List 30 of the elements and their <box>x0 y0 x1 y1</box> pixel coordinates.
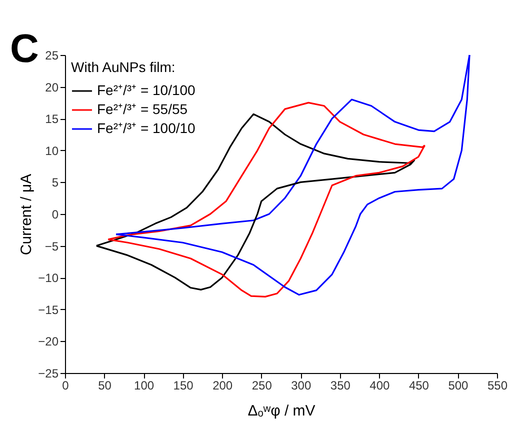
x-axis-title: Δₒʷφ / mV <box>248 402 316 420</box>
y-tick-label: −5 <box>44 239 59 254</box>
legend-label: Fe²⁺/³⁺ = 10/100 <box>97 82 196 98</box>
y-tick-label: −20 <box>38 334 59 349</box>
x-tick-label: 450 <box>408 378 430 392</box>
x-tick-label: 350 <box>330 378 351 392</box>
y-tick-label: 10 <box>45 144 59 158</box>
x-tick-label: 0 <box>62 378 70 392</box>
y-tick-label: 5 <box>52 176 59 190</box>
y-tick-label: −10 <box>38 271 59 286</box>
legend-title: With AuNPs film: <box>71 59 176 75</box>
x-tick-label: 550 <box>487 378 508 392</box>
x-tick-label: 500 <box>448 378 469 392</box>
y-tick-label: 15 <box>45 112 59 126</box>
y-tick-label: 20 <box>45 80 59 94</box>
legend-label: Fe²⁺/³⁺ = 55/55 <box>97 101 188 117</box>
x-tick-label: 200 <box>212 378 233 392</box>
x-tick-label: 150 <box>173 378 194 392</box>
x-tick-label: 250 <box>252 378 272 392</box>
text: C <box>10 27 39 71</box>
y-tick-label: −15 <box>38 302 59 317</box>
y-axis-title: Current / μA <box>18 174 36 256</box>
x-tick-label: 50 <box>98 378 112 392</box>
x-tick-label: 400 <box>370 378 390 392</box>
y-tick-label: 25 <box>45 48 59 62</box>
y-tick-label: 0 <box>52 208 59 222</box>
x-tick-label: 300 <box>291 378 312 392</box>
x-tick-label: 100 <box>134 378 154 392</box>
y-tick-label: −25 <box>38 366 59 380</box>
legend-label: Fe²⁺/³⁺ = 100/10 <box>97 120 196 136</box>
